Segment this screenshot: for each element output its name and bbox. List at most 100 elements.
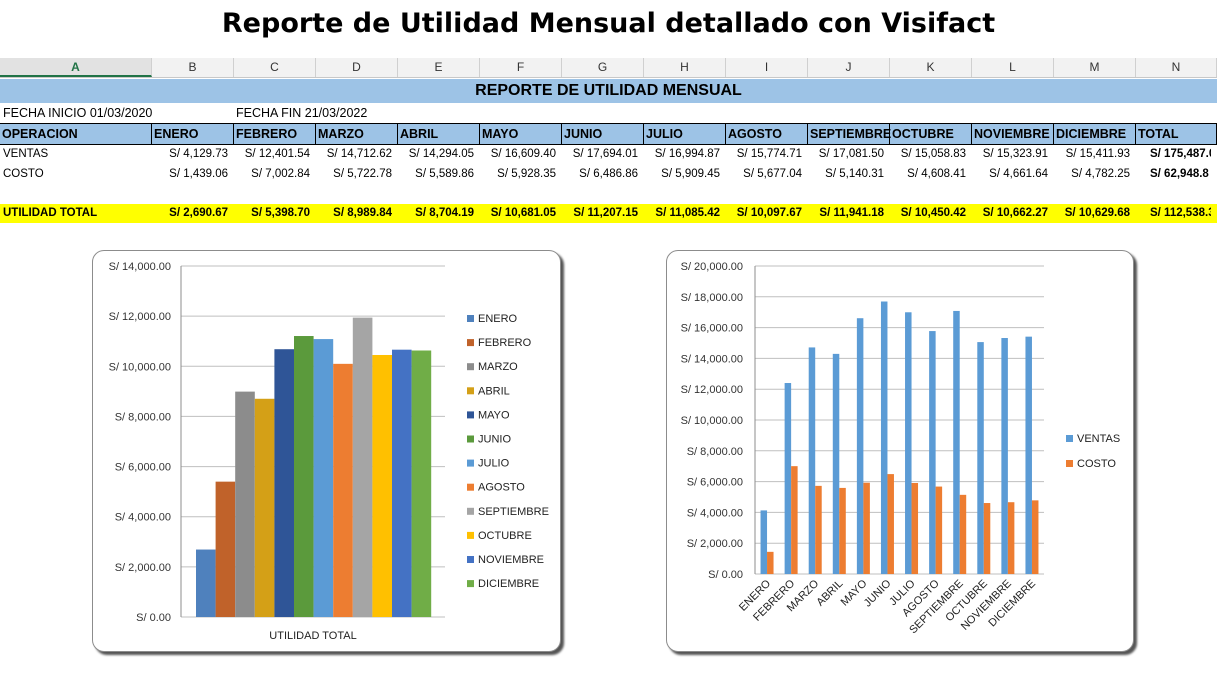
column-header-l[interactable]: L	[972, 58, 1054, 77]
bar-costo-marzo[interactable]	[815, 485, 822, 574]
bar-costo-mayo[interactable]	[863, 482, 870, 574]
header-cell-noviembre[interactable]: NOVIEMBRE	[972, 124, 1054, 144]
utilidad-cell[interactable]: S/ 10,681.05	[490, 207, 556, 219]
bar-costo-diciembre[interactable]	[1031, 500, 1039, 574]
ventas-cell[interactable]: S/ 15,323.91	[982, 148, 1048, 160]
ventas-cell[interactable]: S/ 14,712.62	[326, 148, 392, 160]
costo-cell[interactable]: S/ 5,677.04	[743, 168, 802, 180]
utilidad-cell[interactable]: S/ 10,097.67	[736, 207, 802, 219]
utilidad-cell[interactable]: S/ 8,989.84	[333, 207, 392, 219]
utilidad-cell[interactable]: UTILIDAD TOTAL	[3, 207, 98, 219]
costo-cell[interactable]: S/ 5,928.35	[497, 168, 556, 180]
costo-cell[interactable]: S/ 6,486.86	[579, 168, 638, 180]
ventas-cell[interactable]: S/ 17,694.01	[572, 148, 638, 160]
utilidad-cell[interactable]: S/ 10,629.68	[1064, 207, 1130, 219]
bar-junio[interactable]	[294, 336, 314, 617]
column-header-h[interactable]: H	[644, 58, 726, 77]
costo-cell[interactable]: S/ 7,002.84	[251, 168, 310, 180]
bar-ventas-julio[interactable]	[905, 312, 912, 574]
header-cell-abril[interactable]: ABRIL	[398, 124, 480, 144]
header-cell-julio[interactable]: JULIO	[644, 124, 726, 144]
column-header-b[interactable]: B	[152, 58, 234, 77]
utilidad-cell[interactable]: S/ 11,207.15	[573, 207, 638, 219]
header-cell-total[interactable]: TOTAL	[1136, 124, 1217, 144]
header-cell-diciembre[interactable]: DICIEMBRE	[1054, 124, 1136, 144]
bar-ventas-junio[interactable]	[880, 301, 888, 574]
bar-costo-junio[interactable]	[887, 474, 894, 574]
column-header-f[interactable]: F	[480, 58, 562, 77]
ventas-cell[interactable]: S/ 14,294.05	[408, 148, 474, 160]
column-header-d[interactable]: D	[316, 58, 398, 77]
bar-octubre[interactable]	[372, 354, 392, 617]
bar-noviembre[interactable]	[392, 349, 412, 617]
costo-cell[interactable]: COSTO	[3, 168, 44, 180]
ventas-cell[interactable]: S/ 15,058.83	[900, 148, 966, 160]
bar-abril[interactable]	[254, 398, 275, 617]
column-header-e[interactable]: E	[398, 58, 480, 77]
bar-septiembre[interactable]	[352, 317, 373, 617]
costo-cell[interactable]: S/ 4,661.64	[989, 168, 1048, 180]
header-cell-octubre[interactable]: OCTUBRE	[890, 124, 972, 144]
header-cell-enero[interactable]: ENERO	[152, 124, 234, 144]
bar-ventas-enero[interactable]	[760, 510, 768, 574]
column-header-c[interactable]: C	[234, 58, 316, 77]
column-header-m[interactable]: M	[1054, 58, 1136, 77]
bar-ventas-marzo[interactable]	[808, 347, 816, 574]
ventas-cell[interactable]: S/ 16,609.40	[490, 148, 556, 160]
bar-ventas-septiembre[interactable]	[953, 310, 960, 574]
column-header-i[interactable]: I	[726, 58, 808, 77]
utilidad-cell[interactable]: S/ 10,662.27	[982, 207, 1048, 219]
bar-costo-agosto[interactable]	[935, 486, 943, 574]
costo-cell[interactable]: S/ 5,909.45	[661, 168, 720, 180]
bar-costo-febrero[interactable]	[791, 466, 798, 574]
utilidad-cell[interactable]: S/ 10,450.42	[900, 207, 966, 219]
bar-ventas-noviembre[interactable]	[1001, 338, 1008, 574]
costo-cell[interactable]: S/ 5,140.31	[825, 168, 884, 180]
ventas-costo-chart-card[interactable]: S/ 0.00 S/ 2,000.00 S/ 4,000.00 S/ 6,000.00…	[666, 250, 1134, 652]
bar-ventas-febrero[interactable]	[784, 383, 792, 574]
ventas-cell[interactable]: VENTAS	[3, 148, 49, 160]
header-cell-mayo[interactable]: MAYO	[480, 124, 562, 144]
bar-costo-abril[interactable]	[839, 487, 846, 574]
header-cell-junio[interactable]: JUNIO	[562, 124, 644, 144]
costo-cell[interactable]: S/ 62,948.8	[1150, 168, 1209, 180]
column-header-g[interactable]: G	[562, 58, 644, 77]
bar-febrero[interactable]	[215, 481, 236, 617]
utilidad-cell[interactable]: S/ 5,398.70	[251, 207, 310, 219]
costo-cell[interactable]: S/ 4,608.41	[907, 168, 966, 180]
utilidad-cell[interactable]: S/ 2,690.67	[169, 207, 228, 219]
bar-costo-enero[interactable]	[767, 551, 774, 574]
costo-cell[interactable]: S/ 5,722.78	[333, 168, 392, 180]
utilidad-cell[interactable]: S/ 8,704.19	[415, 207, 474, 219]
costo-cell[interactable]: S/ 5,589.86	[415, 168, 474, 180]
bar-costo-septiembre[interactable]	[959, 494, 967, 574]
bar-ventas-diciembre[interactable]	[1025, 336, 1032, 574]
ventas-cell[interactable]: S/ 17,081.50	[818, 148, 884, 160]
utilidad-cell[interactable]: S/ 112,538.3	[1150, 207, 1211, 219]
header-cell-septiembre[interactable]: SEPTIEMBRE	[808, 124, 891, 144]
header-cell-febrero[interactable]: FEBRERO	[234, 124, 316, 144]
header-cell-agosto[interactable]: AGOSTO	[726, 124, 808, 144]
column-header-k[interactable]: K	[890, 58, 972, 77]
utilidad-cell[interactable]: S/ 11,085.42	[655, 207, 720, 219]
ventas-cell[interactable]: S/ 16,994.87	[654, 148, 720, 160]
bar-marzo[interactable]	[235, 391, 255, 617]
ventas-cell[interactable]: S/ 4,129.73	[169, 148, 228, 160]
costo-cell[interactable]: S/ 1,439.06	[169, 168, 228, 180]
bar-enero[interactable]	[196, 549, 216, 617]
bar-costo-noviembre[interactable]	[1007, 502, 1015, 574]
bar-ventas-agosto[interactable]	[929, 331, 936, 574]
utilidad-cell[interactable]: S/ 11,941.18	[819, 207, 884, 219]
bar-julio[interactable]	[313, 339, 334, 617]
ventas-cell[interactable]: S/ 15,411.93	[1065, 148, 1130, 160]
header-cell-operacion[interactable]: OPERACION	[0, 124, 152, 144]
column-header-a[interactable]: A	[0, 58, 152, 77]
column-header-n[interactable]: N	[1136, 58, 1217, 77]
bar-costo-octubre[interactable]	[983, 503, 991, 574]
bar-mayo[interactable]	[274, 349, 294, 617]
bar-agosto[interactable]	[333, 363, 353, 617]
ventas-cell[interactable]: S/ 175,487.0	[1150, 148, 1211, 160]
bar-ventas-mayo[interactable]	[856, 318, 864, 574]
bar-ventas-octubre[interactable]	[977, 342, 984, 574]
column-header-j[interactable]: J	[808, 58, 890, 77]
